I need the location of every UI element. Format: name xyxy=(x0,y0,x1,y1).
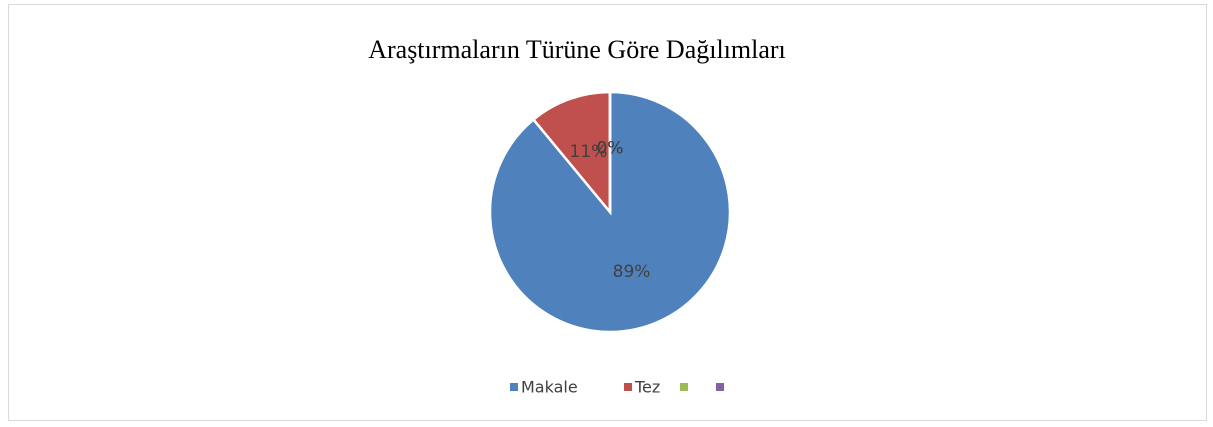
legend-marker xyxy=(680,383,688,391)
legend-marker xyxy=(716,383,724,391)
pie-slice xyxy=(531,90,612,216)
data-label: 0% xyxy=(597,138,624,158)
data-label: 11% xyxy=(570,142,608,162)
legend-marker xyxy=(624,383,632,391)
legend-label: Tez xyxy=(634,378,660,397)
chart-title: Araştırmaların Türüne Göre Dağılımları xyxy=(368,35,786,64)
legend-marker xyxy=(510,383,518,391)
legend-label: Makale xyxy=(521,378,578,397)
data-label: 89% xyxy=(613,262,651,282)
data-label: 0% xyxy=(597,138,624,158)
